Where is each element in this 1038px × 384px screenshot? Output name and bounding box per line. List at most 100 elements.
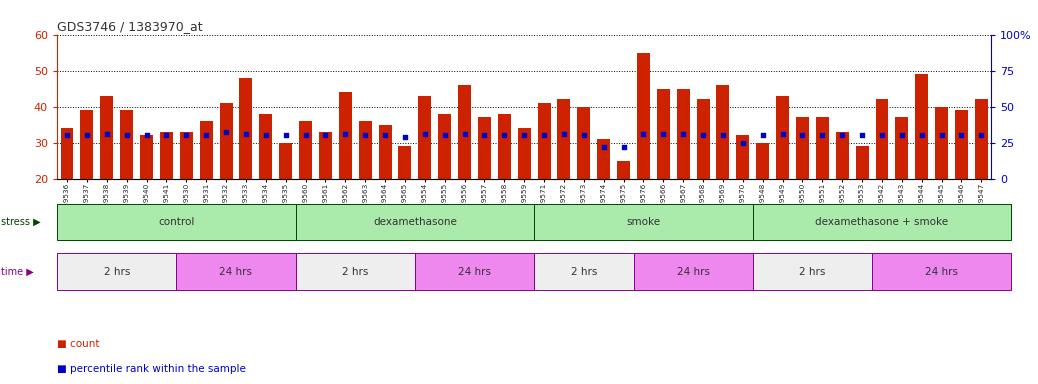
Bar: [319, 132, 332, 251]
Point: [953, 132, 969, 139]
Bar: [60, 128, 74, 251]
Text: stress ▶: stress ▶: [1, 217, 40, 227]
Text: 2 hrs: 2 hrs: [799, 266, 825, 277]
Point: [516, 132, 532, 139]
Text: dexamethasone + smoke: dexamethasone + smoke: [816, 217, 949, 227]
Point: [118, 132, 135, 139]
Text: 24 hrs: 24 hrs: [458, 266, 491, 277]
Bar: [120, 110, 133, 251]
Point: [834, 132, 850, 139]
Bar: [696, 99, 710, 251]
Point: [198, 132, 215, 139]
Bar: [736, 136, 749, 251]
Point: [933, 132, 950, 139]
Point: [973, 132, 989, 139]
Text: 24 hrs: 24 hrs: [677, 266, 710, 277]
Bar: [816, 118, 828, 251]
Point: [377, 132, 393, 139]
Point: [874, 132, 891, 139]
Bar: [498, 114, 511, 251]
Point: [635, 131, 652, 137]
Bar: [657, 89, 670, 251]
Bar: [101, 96, 113, 251]
Point: [616, 144, 632, 150]
Bar: [916, 74, 928, 251]
Bar: [458, 85, 471, 251]
Text: 24 hrs: 24 hrs: [219, 266, 252, 277]
Text: 2 hrs: 2 hrs: [104, 266, 130, 277]
Bar: [757, 142, 769, 251]
Point: [894, 132, 910, 139]
Bar: [81, 110, 93, 251]
Bar: [637, 53, 650, 251]
Bar: [776, 96, 789, 251]
Bar: [359, 121, 372, 251]
Bar: [677, 89, 689, 251]
Text: control: control: [158, 217, 194, 227]
Point: [277, 132, 294, 139]
Point: [457, 131, 473, 137]
Bar: [477, 118, 491, 251]
Bar: [418, 96, 431, 251]
Bar: [260, 114, 272, 251]
Bar: [855, 146, 869, 251]
Bar: [557, 99, 571, 251]
Bar: [279, 142, 292, 251]
Point: [794, 132, 811, 139]
Point: [814, 132, 830, 139]
Point: [496, 132, 513, 139]
Point: [158, 132, 174, 139]
Point: [714, 132, 731, 139]
Point: [476, 132, 493, 139]
Bar: [597, 139, 610, 251]
Point: [218, 129, 235, 136]
Bar: [618, 161, 630, 251]
Bar: [896, 118, 908, 251]
Point: [436, 132, 453, 139]
Bar: [220, 103, 233, 251]
Bar: [796, 118, 809, 251]
Bar: [577, 107, 591, 251]
Point: [397, 134, 413, 140]
Text: GDS3746 / 1383970_at: GDS3746 / 1383970_at: [57, 20, 202, 33]
Bar: [935, 107, 948, 251]
Point: [735, 139, 752, 146]
Point: [99, 131, 115, 137]
Bar: [875, 99, 889, 251]
Text: 2 hrs: 2 hrs: [343, 266, 368, 277]
Bar: [438, 114, 452, 251]
Point: [59, 132, 76, 139]
Bar: [379, 124, 391, 251]
Bar: [955, 110, 967, 251]
Point: [337, 131, 354, 137]
Bar: [140, 136, 153, 251]
Bar: [836, 132, 849, 251]
Point: [257, 132, 274, 139]
Text: 2 hrs: 2 hrs: [571, 266, 597, 277]
Bar: [160, 132, 173, 251]
Point: [555, 131, 572, 137]
Text: smoke: smoke: [626, 217, 660, 227]
Bar: [518, 128, 530, 251]
Point: [913, 132, 930, 139]
Point: [138, 132, 155, 139]
Text: 24 hrs: 24 hrs: [925, 266, 958, 277]
Point: [297, 132, 313, 139]
Point: [575, 132, 592, 139]
Point: [755, 132, 771, 139]
Point: [854, 132, 871, 139]
Bar: [538, 103, 550, 251]
Point: [238, 131, 254, 137]
Point: [357, 132, 374, 139]
Text: time ▶: time ▶: [1, 266, 34, 277]
Point: [177, 132, 194, 139]
Text: ■ count: ■ count: [57, 339, 100, 349]
Bar: [399, 146, 411, 251]
Point: [675, 131, 691, 137]
Point: [655, 131, 672, 137]
Bar: [338, 92, 352, 251]
Bar: [299, 121, 312, 251]
Bar: [180, 132, 193, 251]
Bar: [240, 78, 252, 251]
Point: [694, 132, 711, 139]
